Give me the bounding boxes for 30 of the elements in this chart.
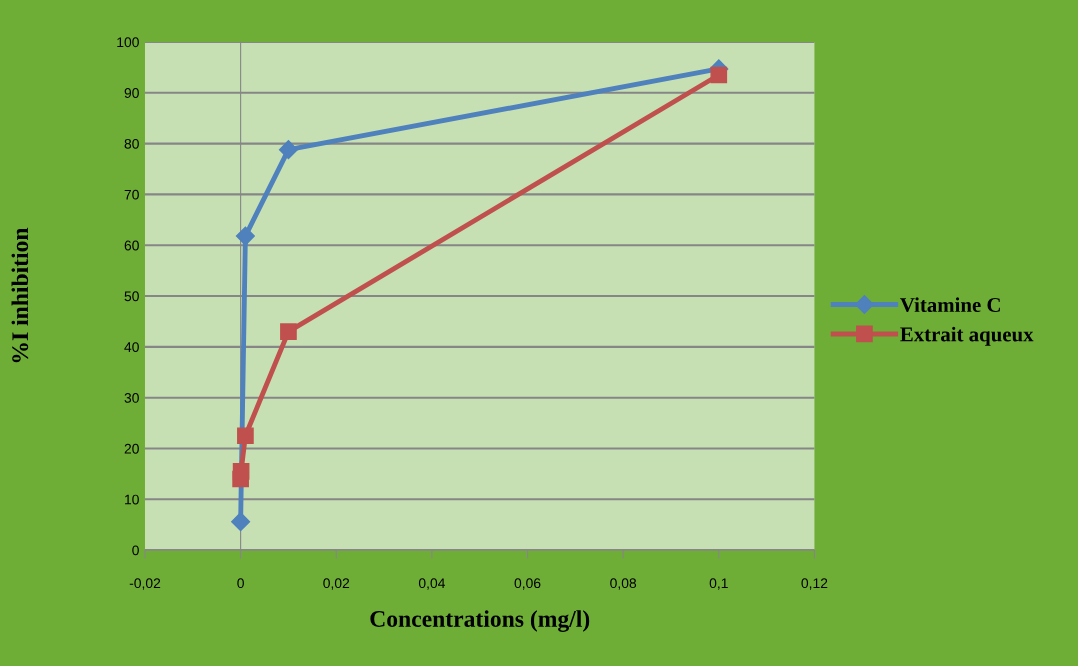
y-tick-label: 10 (125, 494, 139, 505)
x-tick-label: 0,04 (418, 578, 445, 590)
x-tick-label: 0,02 (323, 578, 350, 590)
point (231, 512, 251, 532)
point (235, 226, 255, 246)
y-tick-label: 0 (132, 545, 139, 556)
y-tick-label: 20 (124, 443, 139, 454)
y-tick-label: 100 (117, 37, 139, 48)
point (237, 427, 254, 445)
y-tick-label: 90 (124, 88, 139, 98)
point (710, 66, 728, 84)
y-tick-label: 70 (124, 189, 139, 200)
x-axis-title: Concentrations (mg/l) (370, 610, 590, 632)
x-tick-label: 0,08 (610, 578, 637, 590)
x-tick-label: -0,02 (129, 578, 161, 590)
x-tick-label: 0,1 (709, 578, 728, 590)
y-tick-label: 80 (124, 138, 139, 149)
y-tick-label: 40 (124, 342, 139, 353)
legend-label: Vitamine C (900, 297, 1000, 313)
legend-label: Extrait aqueux (900, 326, 1034, 346)
y-axis-title: %I inhibition (11, 227, 29, 363)
x-tick-label: 0,12 (801, 578, 828, 590)
point (278, 140, 298, 160)
point (280, 323, 297, 340)
x-tick-label: 0,06 (514, 578, 541, 590)
y-tick-label: 60 (124, 240, 139, 251)
point (232, 463, 250, 480)
y-tick-label: 50 (124, 291, 139, 302)
x-tick-label: 0 (237, 578, 244, 589)
y-tick-label: 30 (124, 393, 139, 403)
